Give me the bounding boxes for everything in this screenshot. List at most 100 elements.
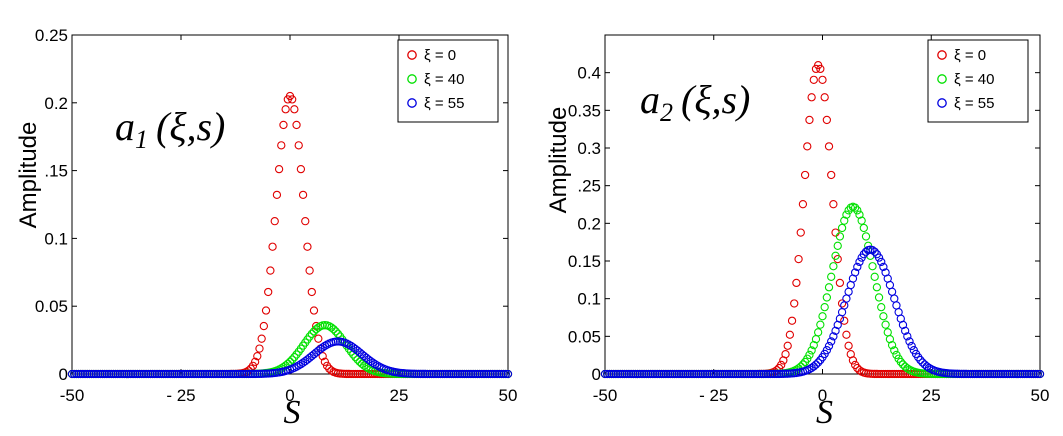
data-point [1001, 369, 1010, 379]
data-point [742, 369, 751, 379]
data-point [988, 369, 997, 379]
data-point [822, 346, 831, 355]
data-point [700, 369, 710, 379]
data-point [661, 369, 671, 379]
data-point [174, 369, 183, 379]
legend-label: ξ = 0 [954, 47, 986, 64]
data-point [414, 369, 423, 379]
data-point [887, 369, 897, 379]
data-point [283, 359, 292, 368]
data-point [709, 369, 718, 379]
data-point [131, 369, 140, 379]
data-point [853, 206, 862, 215]
data-point [503, 369, 513, 379]
data-point [994, 369, 1003, 379]
data-point [809, 75, 818, 84]
data-point [196, 369, 205, 379]
data-point [165, 369, 175, 379]
data-point [144, 369, 153, 379]
data-point [755, 369, 764, 379]
data-point [698, 369, 708, 379]
data-point [159, 369, 168, 379]
data-point [814, 328, 823, 337]
data-point [622, 369, 631, 379]
data-point [840, 216, 849, 225]
data-point [1014, 369, 1023, 379]
data-point [607, 369, 616, 379]
data-point [961, 369, 971, 379]
data-point [964, 369, 973, 379]
data-point [1007, 369, 1016, 379]
data-point [681, 369, 690, 379]
data-point [874, 253, 884, 262]
data-point [848, 356, 858, 365]
data-point [296, 164, 306, 174]
data-point [835, 232, 845, 241]
data-point [248, 369, 258, 379]
data-point [87, 369, 96, 379]
data-point [346, 369, 356, 379]
data-point [233, 369, 242, 379]
data-point [83, 369, 92, 379]
data-point [331, 327, 340, 336]
data-point [438, 369, 447, 379]
data-point [642, 369, 651, 379]
data-point [1016, 369, 1025, 379]
data-point [442, 369, 452, 379]
data-point [657, 369, 666, 379]
y-tick-label: 0.05 [35, 297, 68, 316]
data-point [355, 369, 364, 379]
data-point [763, 369, 773, 379]
data-point [1033, 369, 1042, 379]
data-point [449, 369, 458, 379]
legend-box [397, 39, 499, 123]
data-point [761, 369, 771, 379]
data-point [896, 369, 905, 379]
data-point [176, 369, 186, 379]
data-point [122, 369, 131, 379]
data-point [264, 287, 273, 297]
data-point [896, 357, 905, 367]
data-point [266, 266, 275, 275]
data-point [100, 369, 109, 379]
data-point [222, 369, 231, 379]
data-point [829, 200, 838, 209]
data-point [440, 369, 449, 379]
y-tick-label: .25 [577, 177, 601, 196]
data-point [968, 369, 977, 379]
data-point [421, 369, 430, 379]
data-point [157, 369, 166, 379]
data-point [120, 369, 129, 379]
data-point [635, 369, 644, 379]
data-point [488, 369, 497, 379]
data-point [1029, 369, 1038, 379]
y-tick-label: .15 [44, 162, 68, 181]
data-point [78, 369, 88, 379]
data-point [453, 369, 463, 379]
data-point [663, 369, 673, 379]
data-point [139, 369, 149, 379]
data-point [692, 369, 701, 379]
data-point [255, 369, 264, 378]
data-point [605, 369, 614, 379]
data-point [827, 170, 836, 180]
data-point [779, 369, 788, 378]
data-point [257, 369, 266, 378]
data-point [410, 369, 419, 378]
data-point [109, 369, 118, 379]
data-point [192, 369, 201, 379]
data-point [650, 369, 660, 379]
data-point [240, 369, 249, 379]
legend: ξ = 0 ξ = 40 ξ = 55 [927, 39, 1029, 123]
data-point [629, 369, 638, 379]
data-point [207, 369, 216, 379]
data-point [816, 64, 825, 74]
data-point [624, 369, 634, 379]
data-point [475, 369, 484, 379]
data-point [107, 369, 116, 379]
legend-label: ξ = 0 [424, 47, 456, 64]
data-point [423, 369, 432, 379]
data-point [870, 247, 879, 256]
data-point [362, 362, 371, 372]
data-point [676, 369, 686, 379]
